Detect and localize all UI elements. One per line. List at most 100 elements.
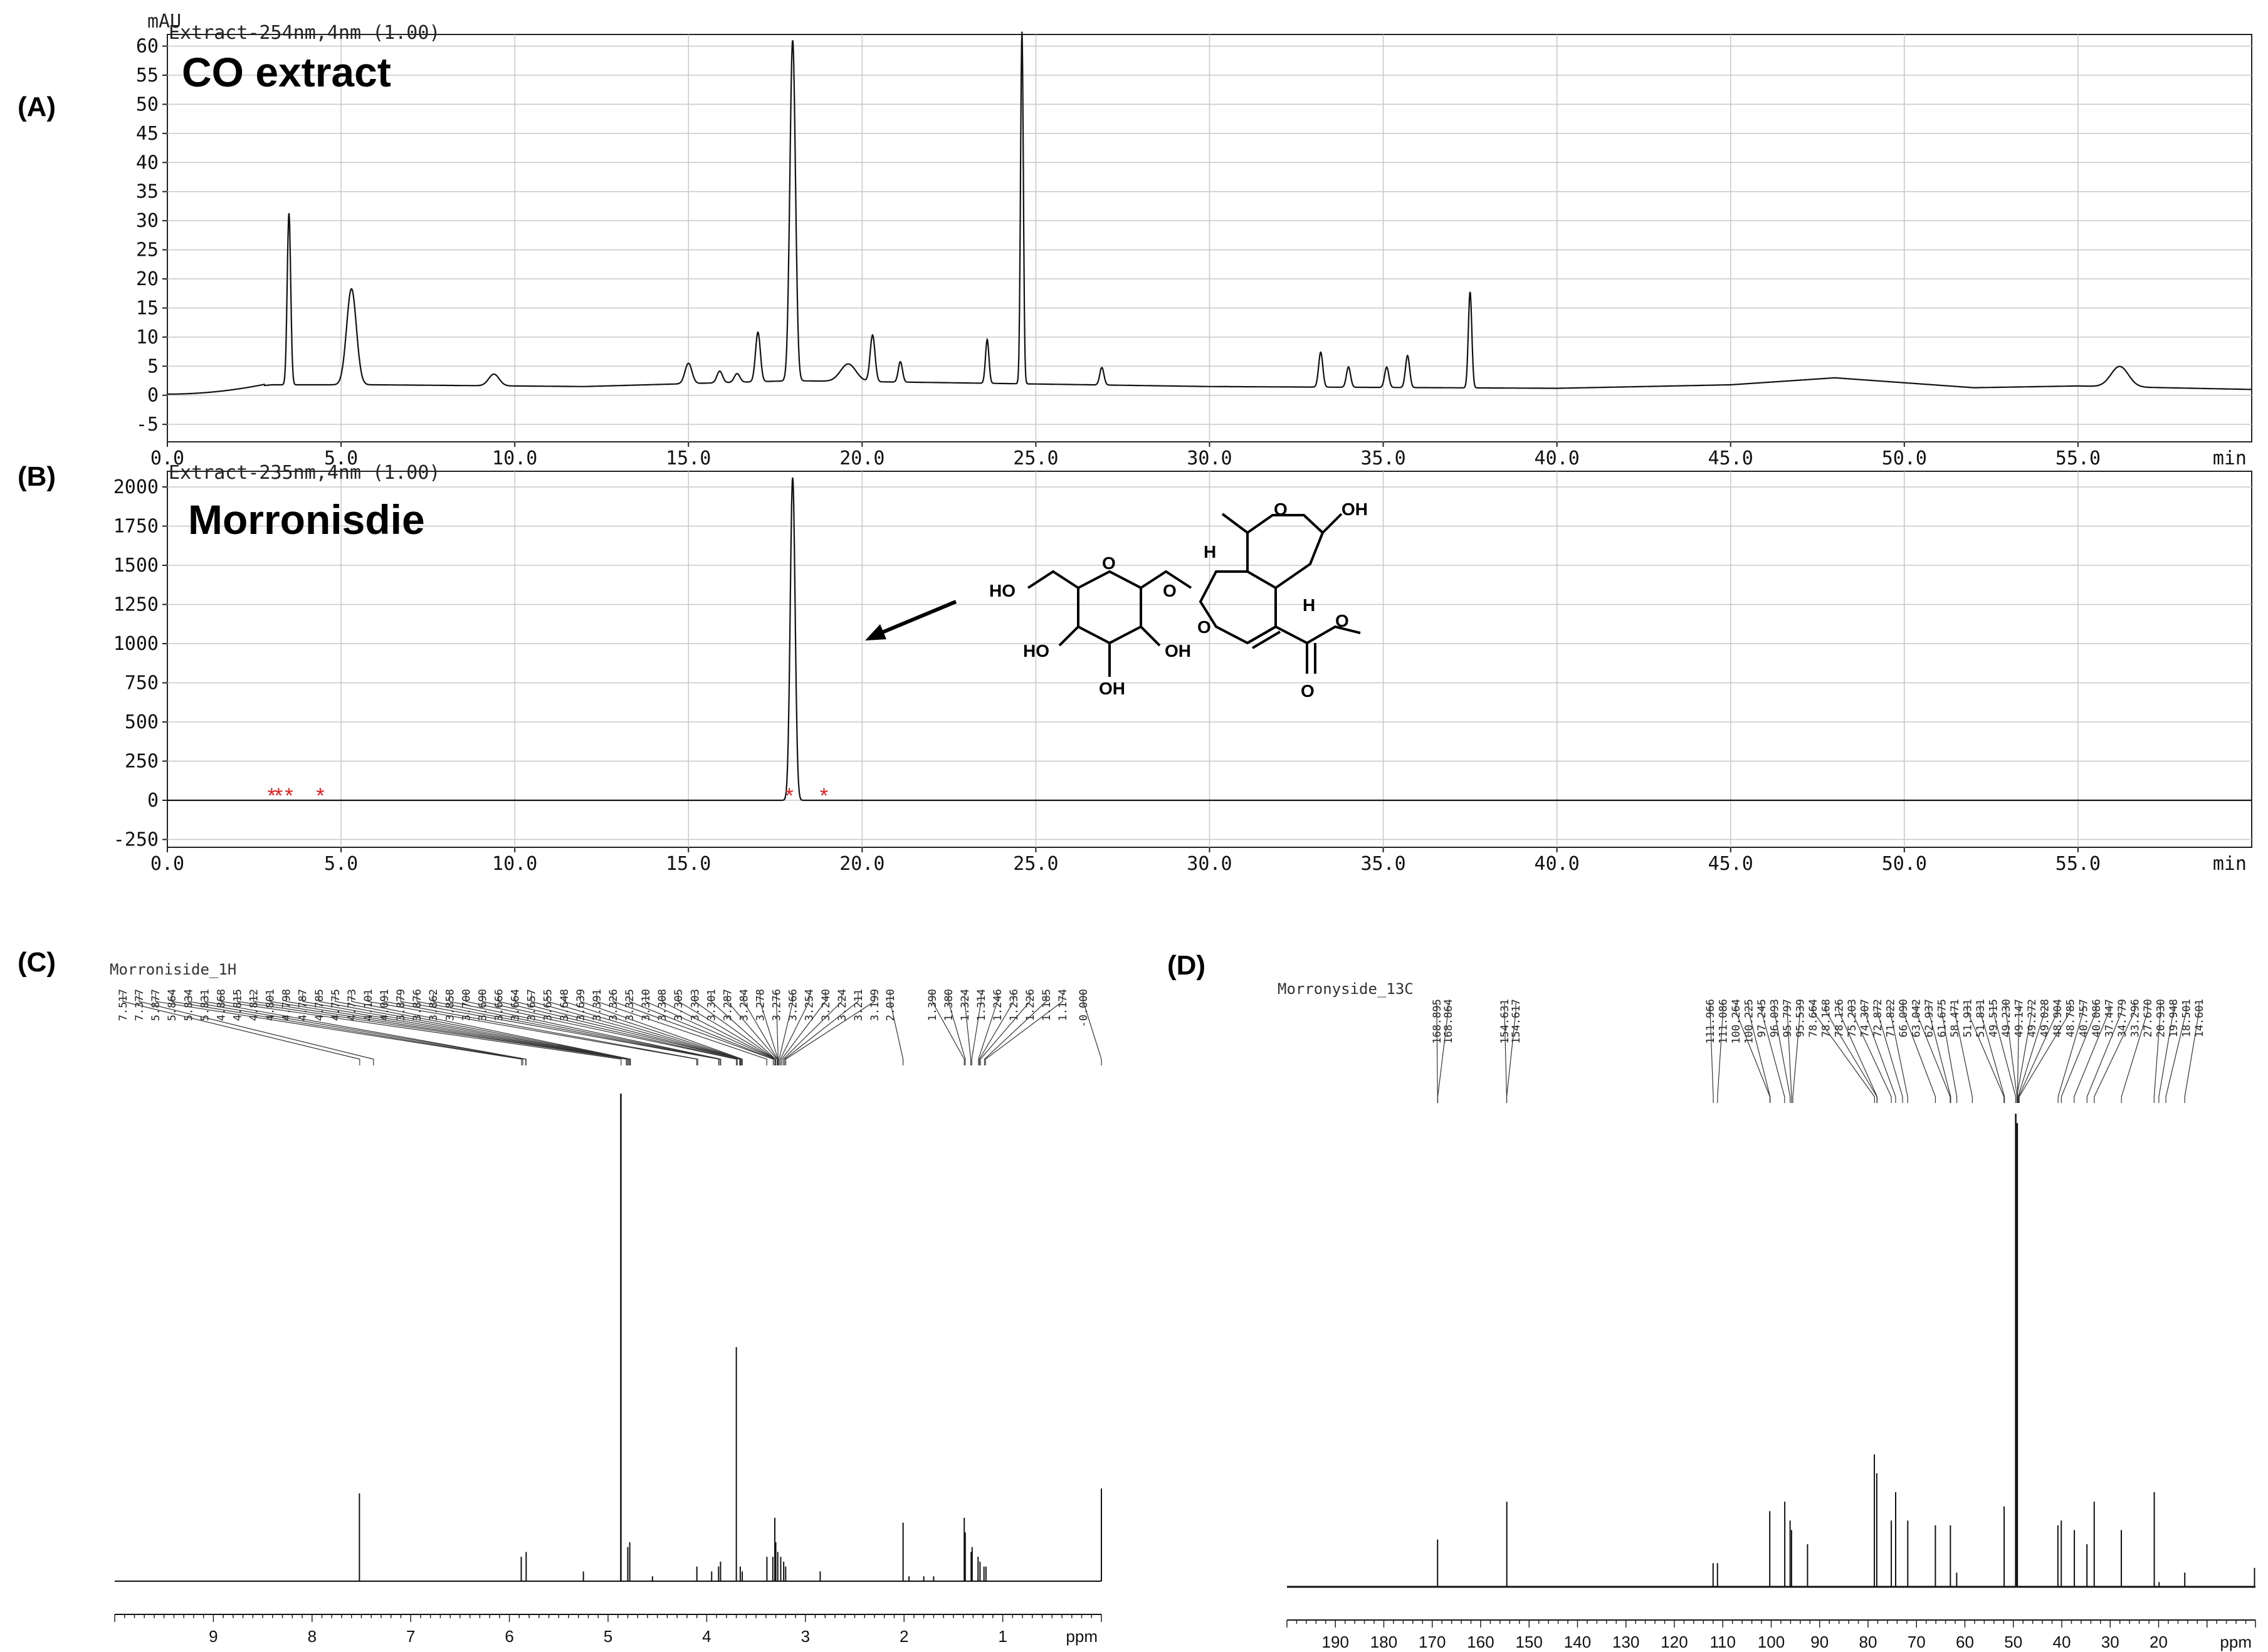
panel-b-x-ticks: 0.0 5.0 10.0 15.0 20.0 25.0 30.0 35.0 40.0 45.0 50…: [150, 847, 2247, 875]
peak-leader: [1928, 1003, 1951, 1103]
peak-label: 48.904: [2052, 999, 2064, 1037]
x-tick-label: 20.0: [839, 853, 885, 875]
peak-label: 3.879: [395, 989, 407, 1021]
peak-leader: [1774, 1003, 1791, 1103]
x-tick-label: 25.0: [1013, 447, 1058, 469]
panel-d-label: (D): [1167, 950, 1205, 981]
panel-a-unit-label: mAU: [147, 11, 181, 33]
x-tick-label: 100: [1758, 1633, 1785, 1651]
peak-label: 100.264: [1730, 999, 1743, 1044]
x-tick-label: 60: [1956, 1633, 1974, 1651]
peak-leader: [220, 993, 622, 1065]
peak-leader: [1838, 1003, 1878, 1103]
peak-label: 3.240: [820, 989, 832, 1021]
x-tick-label: 10.0: [492, 447, 537, 469]
peak-leader: [776, 993, 779, 1065]
x-tick-label: 50: [2004, 1633, 2022, 1651]
peak-leader: [155, 993, 522, 1065]
peak-leader: [449, 993, 722, 1065]
panel-c-peak-leaders: [122, 993, 1102, 1065]
panel-c-label: (C): [18, 947, 56, 978]
peak-leader: [2094, 1003, 2135, 1103]
x-tick-label: 180: [1370, 1633, 1397, 1651]
x-tick-label: 45.0: [1708, 447, 1753, 469]
svg-text:HO: HO: [989, 581, 1016, 600]
peak-label: 100.225: [1743, 999, 1756, 1044]
y-tick-label: 2000: [113, 476, 159, 498]
peak-leader: [139, 993, 374, 1065]
peak-leader: [1851, 1003, 1892, 1103]
peak-label: 58.471: [1949, 999, 1961, 1037]
peak-label: 3.639: [575, 989, 587, 1021]
peak-leader: [481, 993, 738, 1065]
peak-label: 3.224: [836, 989, 849, 1021]
peak-leader: [564, 993, 742, 1065]
peak-leader: [2184, 1003, 2200, 1103]
integration-marker: *: [275, 784, 283, 808]
peak-leader: [984, 993, 1047, 1065]
integration-marker: *: [285, 784, 293, 808]
peak-leader: [782, 993, 843, 1065]
peak-leader: [2121, 1003, 2148, 1103]
peak-leader: [2018, 1003, 2058, 1103]
y-tick-label: 50: [136, 93, 159, 115]
x-tick-label: 25.0: [1013, 853, 1058, 875]
peak-label: 3.326: [607, 989, 620, 1021]
peak-label: 96.093: [1769, 999, 1782, 1037]
peak-leader: [2086, 1003, 2123, 1103]
x-tick-label: 40.0: [1535, 853, 1580, 875]
peak-arrow: [865, 600, 957, 640]
y-tick-label: 45: [136, 123, 159, 145]
peak-label: 78.168: [1820, 999, 1833, 1037]
peak-label: 1.314: [975, 989, 988, 1021]
panel-b-header: Extract-235nm,4nm (1.00): [169, 462, 440, 484]
x-tick-label: 130: [1612, 1633, 1639, 1651]
integration-marker: *: [820, 784, 828, 808]
peak-leader: [932, 993, 965, 1065]
peak-leader: [1792, 1003, 1801, 1103]
peak-leader: [948, 993, 966, 1065]
x-unit-label: ppm: [1066, 1627, 1098, 1646]
peak-leader: [2165, 1003, 2187, 1103]
panel-b-trace: [167, 477, 2252, 802]
panel-a-title: CO extract: [182, 49, 391, 95]
peak-label: 3.211: [853, 989, 865, 1021]
peak-leader: [971, 993, 982, 1065]
peak-label: 49.515: [1988, 999, 2000, 1037]
peak-label: 168.864: [1442, 999, 1455, 1044]
peak-label: 1.390: [927, 989, 939, 1021]
peak-leader: [890, 993, 904, 1065]
y-tick-label: 60: [136, 36, 159, 58]
svg-text:H: H: [1204, 542, 1216, 562]
x-tick-label: 10.0: [492, 853, 537, 875]
x-tick-label: 35.0: [1360, 853, 1405, 875]
peak-leader: [2158, 1003, 2174, 1103]
peak-label: 154.617: [1510, 999, 1523, 1044]
x-tick-label: 8: [308, 1627, 317, 1646]
peak-leader: [1903, 1003, 1936, 1103]
svg-text:OH: OH: [1165, 641, 1191, 661]
x-tick-label: 90: [1810, 1633, 1829, 1651]
y-tick-label: 1250: [113, 594, 159, 616]
y-tick-label: 0: [147, 385, 159, 407]
svg-text:HO: HO: [1023, 641, 1049, 661]
y-tick-label: 0: [147, 790, 159, 812]
peak-label: 3.876: [411, 989, 424, 1021]
peak-leader: [253, 993, 627, 1065]
peak-leader: [122, 993, 360, 1065]
peak-leader: [596, 993, 767, 1065]
x-tick-label: 0.0: [150, 447, 184, 469]
y-tick-label: 15: [136, 297, 159, 319]
peak-leader: [2057, 1003, 2084, 1103]
peak-label: 78.664: [1807, 999, 1820, 1037]
peak-leader: [743, 993, 778, 1065]
panel-c-spectrum-name: Morroniside_1H: [110, 961, 236, 978]
peak-label: 3.308: [656, 989, 669, 1021]
peak-leader: [781, 993, 826, 1065]
peak-leader: [580, 993, 743, 1065]
svg-text:O: O: [1335, 611, 1349, 630]
peak-leader: [433, 993, 721, 1065]
y-tick-label: 25: [136, 239, 159, 261]
peak-leader: [629, 993, 774, 1065]
